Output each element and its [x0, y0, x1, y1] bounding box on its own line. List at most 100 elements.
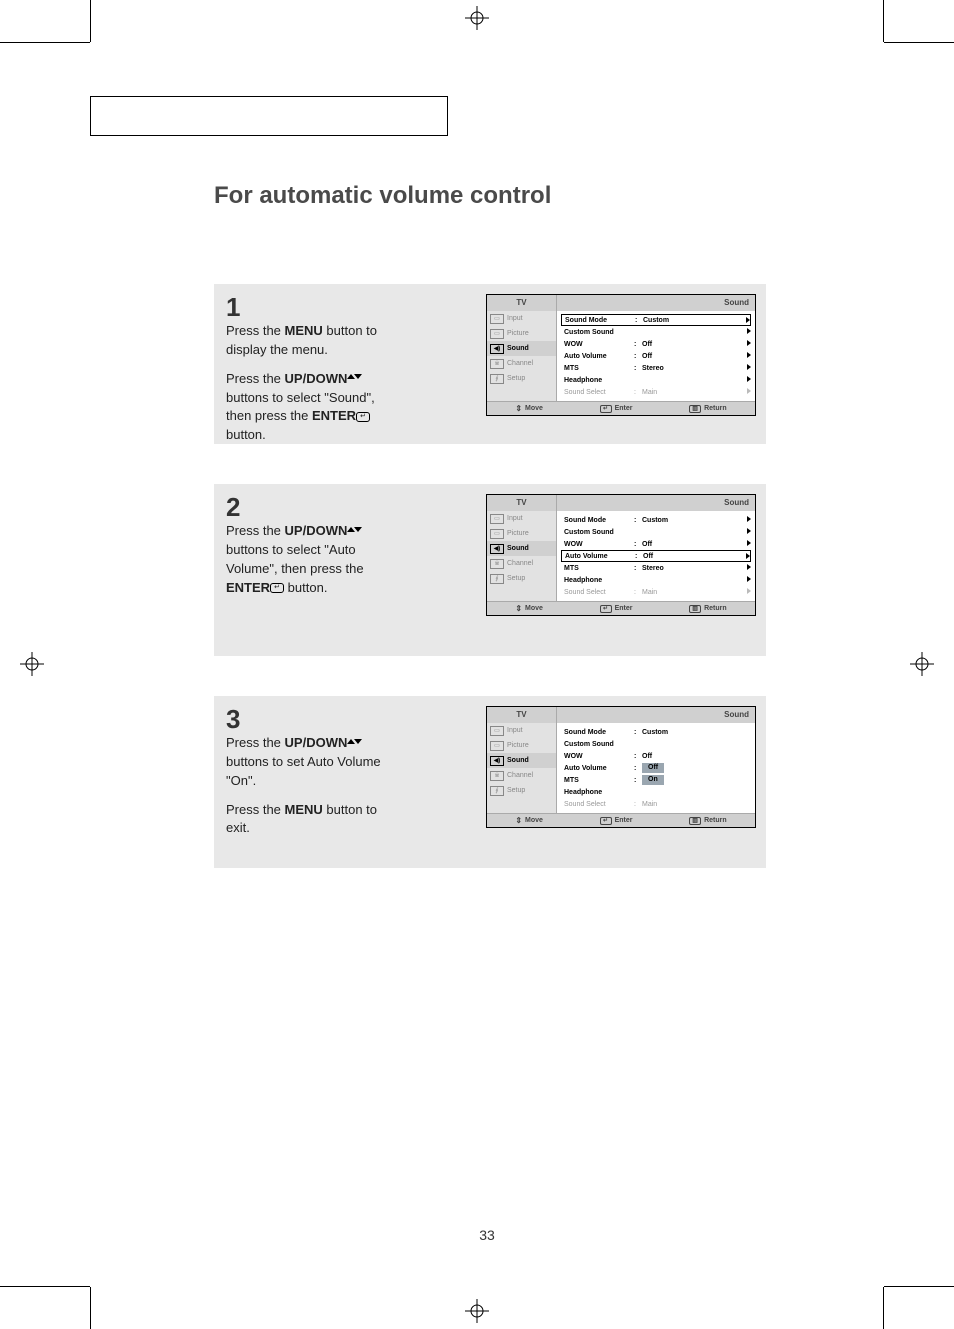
osd-menu-row[interactable]: Headphone — [561, 374, 751, 386]
crop-mark — [884, 42, 954, 43]
osd-body: ▭Input▭Picture◀)Sound※Channel∮Setup Sound… — [487, 723, 755, 813]
osd-footer-move: ⇕Move — [515, 604, 543, 613]
osd-sidebar-item[interactable]: ▭Input — [487, 723, 556, 738]
osd-row-colon: : — [634, 729, 642, 736]
osd-sidebar-item[interactable]: ▭Input — [487, 511, 556, 526]
osd-menu-row[interactable]: Headphone — [561, 786, 751, 798]
osd-main: Sound Mode:CustomCustom SoundWOW:OffAuto… — [557, 311, 755, 401]
up-down-icon: ⇕ — [515, 604, 522, 613]
osd-sidebar-item[interactable]: ※Channel — [487, 768, 556, 783]
osd-menu-row[interactable]: WOW:Off — [561, 538, 751, 550]
osd-row-label: Custom Sound — [564, 529, 634, 536]
osd-row-label: Sound Mode — [564, 729, 634, 736]
step-block: 3Press the UP/DOWN buttons to set Auto V… — [214, 696, 766, 868]
text-segment: Press the — [226, 371, 285, 386]
osd-menu-row[interactable]: WOW:Off — [561, 338, 751, 350]
up-down-arrows-icon — [347, 374, 361, 384]
osd-menu-row[interactable]: Custom Sound — [561, 326, 751, 338]
step-block: 2Press the UP/DOWN buttons to select "Au… — [214, 484, 766, 656]
text-segment: button. — [284, 580, 327, 595]
osd-sidebar-icon: ∮ — [490, 574, 504, 584]
osd-sidebar-label: Setup — [507, 787, 525, 794]
osd-row-label: Auto Volume — [565, 553, 635, 560]
osd-menu-row[interactable]: Custom Sound — [561, 526, 751, 538]
osd-menu-row[interactable]: WOW:Off — [561, 750, 751, 762]
chevron-right-icon — [747, 328, 751, 334]
osd-row-value: Main — [642, 589, 748, 596]
osd-row-value: Off — [642, 541, 748, 548]
osd-row-value: Off — [643, 553, 747, 560]
osd-menu-row[interactable]: Sound Mode:Custom — [561, 726, 751, 738]
text-segment: ENTER — [226, 580, 270, 595]
osd-menu-row[interactable]: Custom Sound — [561, 738, 751, 750]
osd-main: Sound Mode:CustomCustom SoundWOW:OffAuto… — [557, 511, 755, 601]
osd-sidebar-item[interactable]: ◀)Sound — [487, 753, 556, 768]
osd-sidebar-icon: ▭ — [490, 314, 504, 324]
osd-menu-row[interactable]: Auto Volume:Off — [561, 762, 751, 774]
osd-sidebar-item[interactable]: ※Channel — [487, 556, 556, 571]
osd-sidebar-item[interactable]: ◀)Sound — [487, 541, 556, 556]
osd-row-colon: : — [634, 341, 642, 348]
osd-menu-row[interactable]: Sound Mode:Custom — [561, 314, 751, 326]
chevron-right-icon — [747, 540, 751, 546]
osd-menu-row[interactable]: Sound Select:Main — [561, 386, 751, 398]
osd-sidebar: ▭Input▭Picture◀)Sound※Channel∮Setup — [487, 723, 557, 813]
osd-sidebar-item[interactable]: ▭Input — [487, 311, 556, 326]
osd-row-value: Stereo — [642, 565, 748, 572]
osd-sidebar-label: Input — [507, 727, 523, 734]
osd-sidebar-icon: ▭ — [490, 529, 504, 539]
osd-menu-row[interactable]: Auto Volume:Off — [561, 350, 751, 362]
osd-sidebar-item[interactable]: ▭Picture — [487, 526, 556, 541]
osd-footer-move: ⇕Move — [515, 816, 543, 825]
osd-sidebar-item[interactable]: ▭Picture — [487, 738, 556, 753]
osd-sidebar-item[interactable]: ∮Setup — [487, 571, 556, 586]
osd-menu-row[interactable]: Sound Mode:Custom — [561, 514, 751, 526]
osd-row-colon: : — [634, 565, 642, 572]
osd-row-colon: : — [634, 801, 642, 808]
osd-sidebar-item[interactable]: ※Channel — [487, 356, 556, 371]
osd-menu-row[interactable]: Auto Volume:Off — [561, 550, 751, 562]
step-text: Press the UP/DOWN buttons to select "Aut… — [226, 522, 382, 597]
footer-label: Move — [525, 605, 543, 612]
osd-sidebar-item[interactable]: ▭Picture — [487, 326, 556, 341]
return-icon: ▥ — [689, 605, 701, 613]
footer-label: Move — [525, 405, 543, 412]
step-text: Press the MENU button to display the men… — [226, 322, 382, 360]
osd-sidebar: ▭Input▭Picture◀)Sound※Channel∮Setup — [487, 511, 557, 601]
osd-row-colon: : — [634, 389, 642, 396]
osd-sidebar-item[interactable]: ∮Setup — [487, 371, 556, 386]
text-segment: buttons to select "Auto Volume", then pr… — [226, 542, 364, 576]
chevron-right-icon — [747, 340, 751, 346]
chevron-right-icon — [747, 516, 751, 522]
step-text: Press the UP/DOWN buttons to select "Sou… — [226, 370, 382, 445]
osd-menu-row[interactable]: Headphone — [561, 574, 751, 586]
osd-menu-row[interactable]: MTS:On — [561, 774, 751, 786]
chevron-right-icon — [747, 376, 751, 382]
osd-row-label: Sound Select — [564, 389, 634, 396]
osd-sidebar: ▭Input▭Picture◀)Sound※Channel∮Setup — [487, 311, 557, 401]
enter-icon: ↵ — [600, 605, 612, 613]
osd-menu: TVSound▭Input▭Picture◀)Sound※Channel∮Set… — [486, 294, 756, 416]
osd-menu-row[interactable]: MTS:Stereo — [561, 562, 751, 574]
osd-row-label: MTS — [564, 565, 634, 572]
osd-footer: ⇕Move↵Enter▥Return — [487, 601, 755, 615]
osd-sidebar-icon: ※ — [490, 559, 504, 569]
enter-icon — [356, 412, 370, 422]
osd-menu-row[interactable]: MTS:Stereo — [561, 362, 751, 374]
crop-mark — [884, 1286, 954, 1287]
osd-sidebar-label: Input — [507, 315, 523, 322]
text-segment: Press the — [226, 523, 285, 538]
osd-menu-row[interactable]: Sound Select:Main — [561, 798, 751, 810]
osd-row-colon: : — [634, 753, 642, 760]
osd-menu-row[interactable]: Sound Select:Main — [561, 586, 751, 598]
osd-row-value: Custom — [642, 729, 748, 736]
osd-tv-label: TV — [487, 707, 557, 723]
footer-label: Move — [525, 817, 543, 824]
osd-sidebar-item[interactable]: ∮Setup — [487, 783, 556, 798]
osd-row-label: Auto Volume — [564, 353, 634, 360]
osd-sidebar-label: Picture — [507, 530, 529, 537]
osd-sidebar-icon: ※ — [490, 359, 504, 369]
osd-sidebar-item[interactable]: ◀)Sound — [487, 341, 556, 356]
osd-body: ▭Input▭Picture◀)Sound※Channel∮SetupSound… — [487, 511, 755, 601]
osd-sidebar-label: Channel — [507, 360, 533, 367]
